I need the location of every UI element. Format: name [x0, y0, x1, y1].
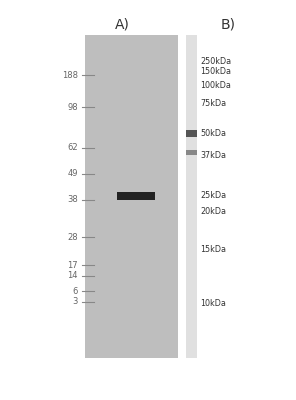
- Text: 62: 62: [67, 144, 78, 152]
- Text: 3: 3: [73, 298, 78, 306]
- Text: 250kDa: 250kDa: [200, 58, 231, 66]
- Text: 150kDa: 150kDa: [200, 68, 231, 76]
- Text: 20kDa: 20kDa: [200, 208, 226, 216]
- Text: 38: 38: [67, 196, 78, 204]
- Text: 98: 98: [67, 102, 78, 112]
- Bar: [186, 130, 197, 137]
- Text: 15kDa: 15kDa: [200, 244, 226, 254]
- Text: B): B): [221, 18, 236, 32]
- Bar: [117, 192, 155, 200]
- Text: A): A): [115, 18, 129, 32]
- Bar: [85, 35, 178, 358]
- Bar: [186, 35, 197, 358]
- Text: 50kDa: 50kDa: [200, 128, 226, 138]
- Bar: [186, 150, 197, 155]
- Text: 14: 14: [67, 272, 78, 280]
- Text: 10kDa: 10kDa: [200, 298, 226, 308]
- Text: 28: 28: [67, 232, 78, 242]
- Text: 188: 188: [62, 70, 78, 80]
- Text: 17: 17: [67, 260, 78, 270]
- Text: 25kDa: 25kDa: [200, 192, 226, 200]
- Text: 6: 6: [73, 286, 78, 296]
- Text: 49: 49: [67, 170, 78, 178]
- Text: 100kDa: 100kDa: [200, 82, 231, 90]
- Text: 37kDa: 37kDa: [200, 150, 226, 160]
- Text: 75kDa: 75kDa: [200, 100, 226, 108]
